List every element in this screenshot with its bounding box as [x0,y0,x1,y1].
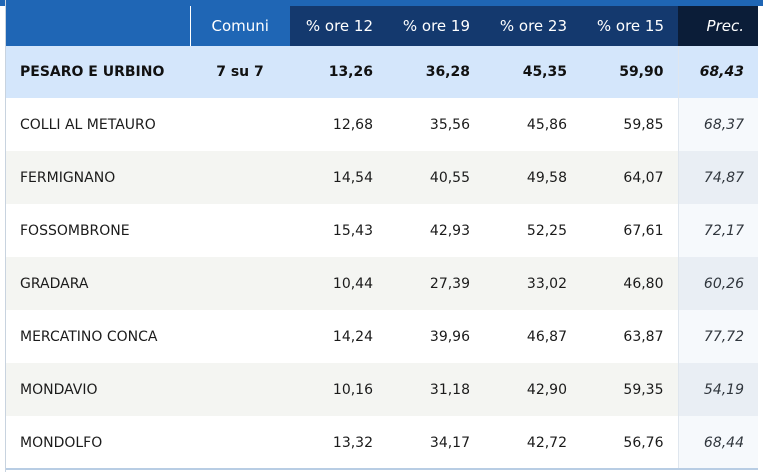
ore-15-value: 64,07 [581,151,678,204]
ore-19-value: 34,17 [387,416,484,469]
municipality-name[interactable]: MONDOLFO [6,416,190,469]
ore-19-value: 35,56 [387,98,484,151]
summary-ore-23: 45,35 [484,46,581,98]
comuni-cell [190,257,290,310]
top-accent-bar [0,0,763,6]
ore-19-value: 39,96 [387,310,484,363]
municipality-name[interactable]: MERCATINO CONCA [6,310,190,363]
comuni-cell [190,98,290,151]
ore-15-value: 59,35 [581,363,678,416]
ore-12-value: 14,54 [290,151,387,204]
header-prec[interactable]: Prec. [678,6,758,46]
ore-12-value: 15,43 [290,204,387,257]
ore-23-value: 49,58 [484,151,581,204]
summary-row[interactable]: PESARO E URBINO 7 su 7 13,26 36,28 45,35… [6,46,758,98]
ore-23-value: 52,25 [484,204,581,257]
table-header-row: Comuni % ore 12 % ore 19 % ore 23 % ore … [6,6,758,46]
table-row[interactable]: FERMIGNANO 14,54 40,55 49,58 64,07 74,87 [6,151,758,204]
ore-12-value: 13,32 [290,416,387,469]
comuni-cell [190,151,290,204]
header-comuni[interactable]: Comuni [189,6,290,46]
table-bottom-border [6,468,758,470]
ore-23-value: 46,87 [484,310,581,363]
table-row[interactable]: MONDAVIO 10,16 31,18 42,90 59,35 54,19 [6,363,758,416]
header-ore-23[interactable]: % ore 23 [484,6,581,46]
summary-ore-19: 36,28 [387,46,484,98]
summary-comuni: 7 su 7 [190,46,290,98]
prec-value: 68,37 [677,98,758,151]
comuni-cell [190,416,290,469]
ore-12-value: 10,44 [290,257,387,310]
table-row[interactable]: FOSSOMBRONE 15,43 42,93 52,25 67,61 72,1… [6,204,758,257]
comuni-cell [190,363,290,416]
left-border [5,0,6,472]
ore-19-value: 42,93 [387,204,484,257]
municipality-name[interactable]: COLLI AL METAURO [6,98,190,151]
ore-12-value: 12,68 [290,98,387,151]
ore-15-value: 56,76 [581,416,678,469]
ore-15-value: 63,87 [581,310,678,363]
municipality-name[interactable]: GRADARA [6,257,190,310]
prec-value: 60,26 [677,257,758,310]
ore-23-value: 42,72 [484,416,581,469]
prec-value: 68,44 [677,416,758,469]
ore-15-value: 46,80 [581,257,678,310]
header-ore-19[interactable]: % ore 19 [387,6,484,46]
ore-23-value: 33,02 [484,257,581,310]
comuni-cell [190,204,290,257]
ore-12-value: 14,24 [290,310,387,363]
header-ore-15[interactable]: % ore 15 [581,6,678,46]
municipality-name[interactable]: FOSSOMBRONE [6,204,190,257]
ore-12-value: 10,16 [290,363,387,416]
ore-19-value: 40,55 [387,151,484,204]
summary-prec: 68,43 [677,46,758,98]
summary-ore-12: 13,26 [290,46,387,98]
comuni-cell [190,310,290,363]
ore-23-value: 45,86 [484,98,581,151]
prec-value: 74,87 [677,151,758,204]
ore-15-value: 67,61 [581,204,678,257]
municipality-name[interactable]: MONDAVIO [6,363,190,416]
prec-value: 54,19 [677,363,758,416]
prec-value: 77,72 [677,310,758,363]
table-row[interactable]: COLLI AL METAURO 12,68 35,56 45,86 59,85… [6,98,758,151]
summary-name: PESARO E URBINO [6,46,190,98]
ore-19-value: 27,39 [387,257,484,310]
ore-15-value: 59,85 [581,98,678,151]
table-row[interactable]: MERCATINO CONCA 14,24 39,96 46,87 63,87 … [6,310,758,363]
prec-value: 72,17 [677,204,758,257]
ore-23-value: 42,90 [484,363,581,416]
table-row[interactable]: GRADARA 10,44 27,39 33,02 46,80 60,26 [6,257,758,310]
table-row[interactable]: MONDOLFO 13,32 34,17 42,72 56,76 68,44 [6,416,758,469]
header-name-cell [6,6,190,46]
ore-19-value: 31,18 [387,363,484,416]
summary-ore-15: 59,90 [581,46,678,98]
municipality-name[interactable]: FERMIGNANO [6,151,190,204]
header-ore-12[interactable]: % ore 12 [290,6,387,46]
turnout-table: Comuni % ore 12 % ore 19 % ore 23 % ore … [6,6,758,469]
